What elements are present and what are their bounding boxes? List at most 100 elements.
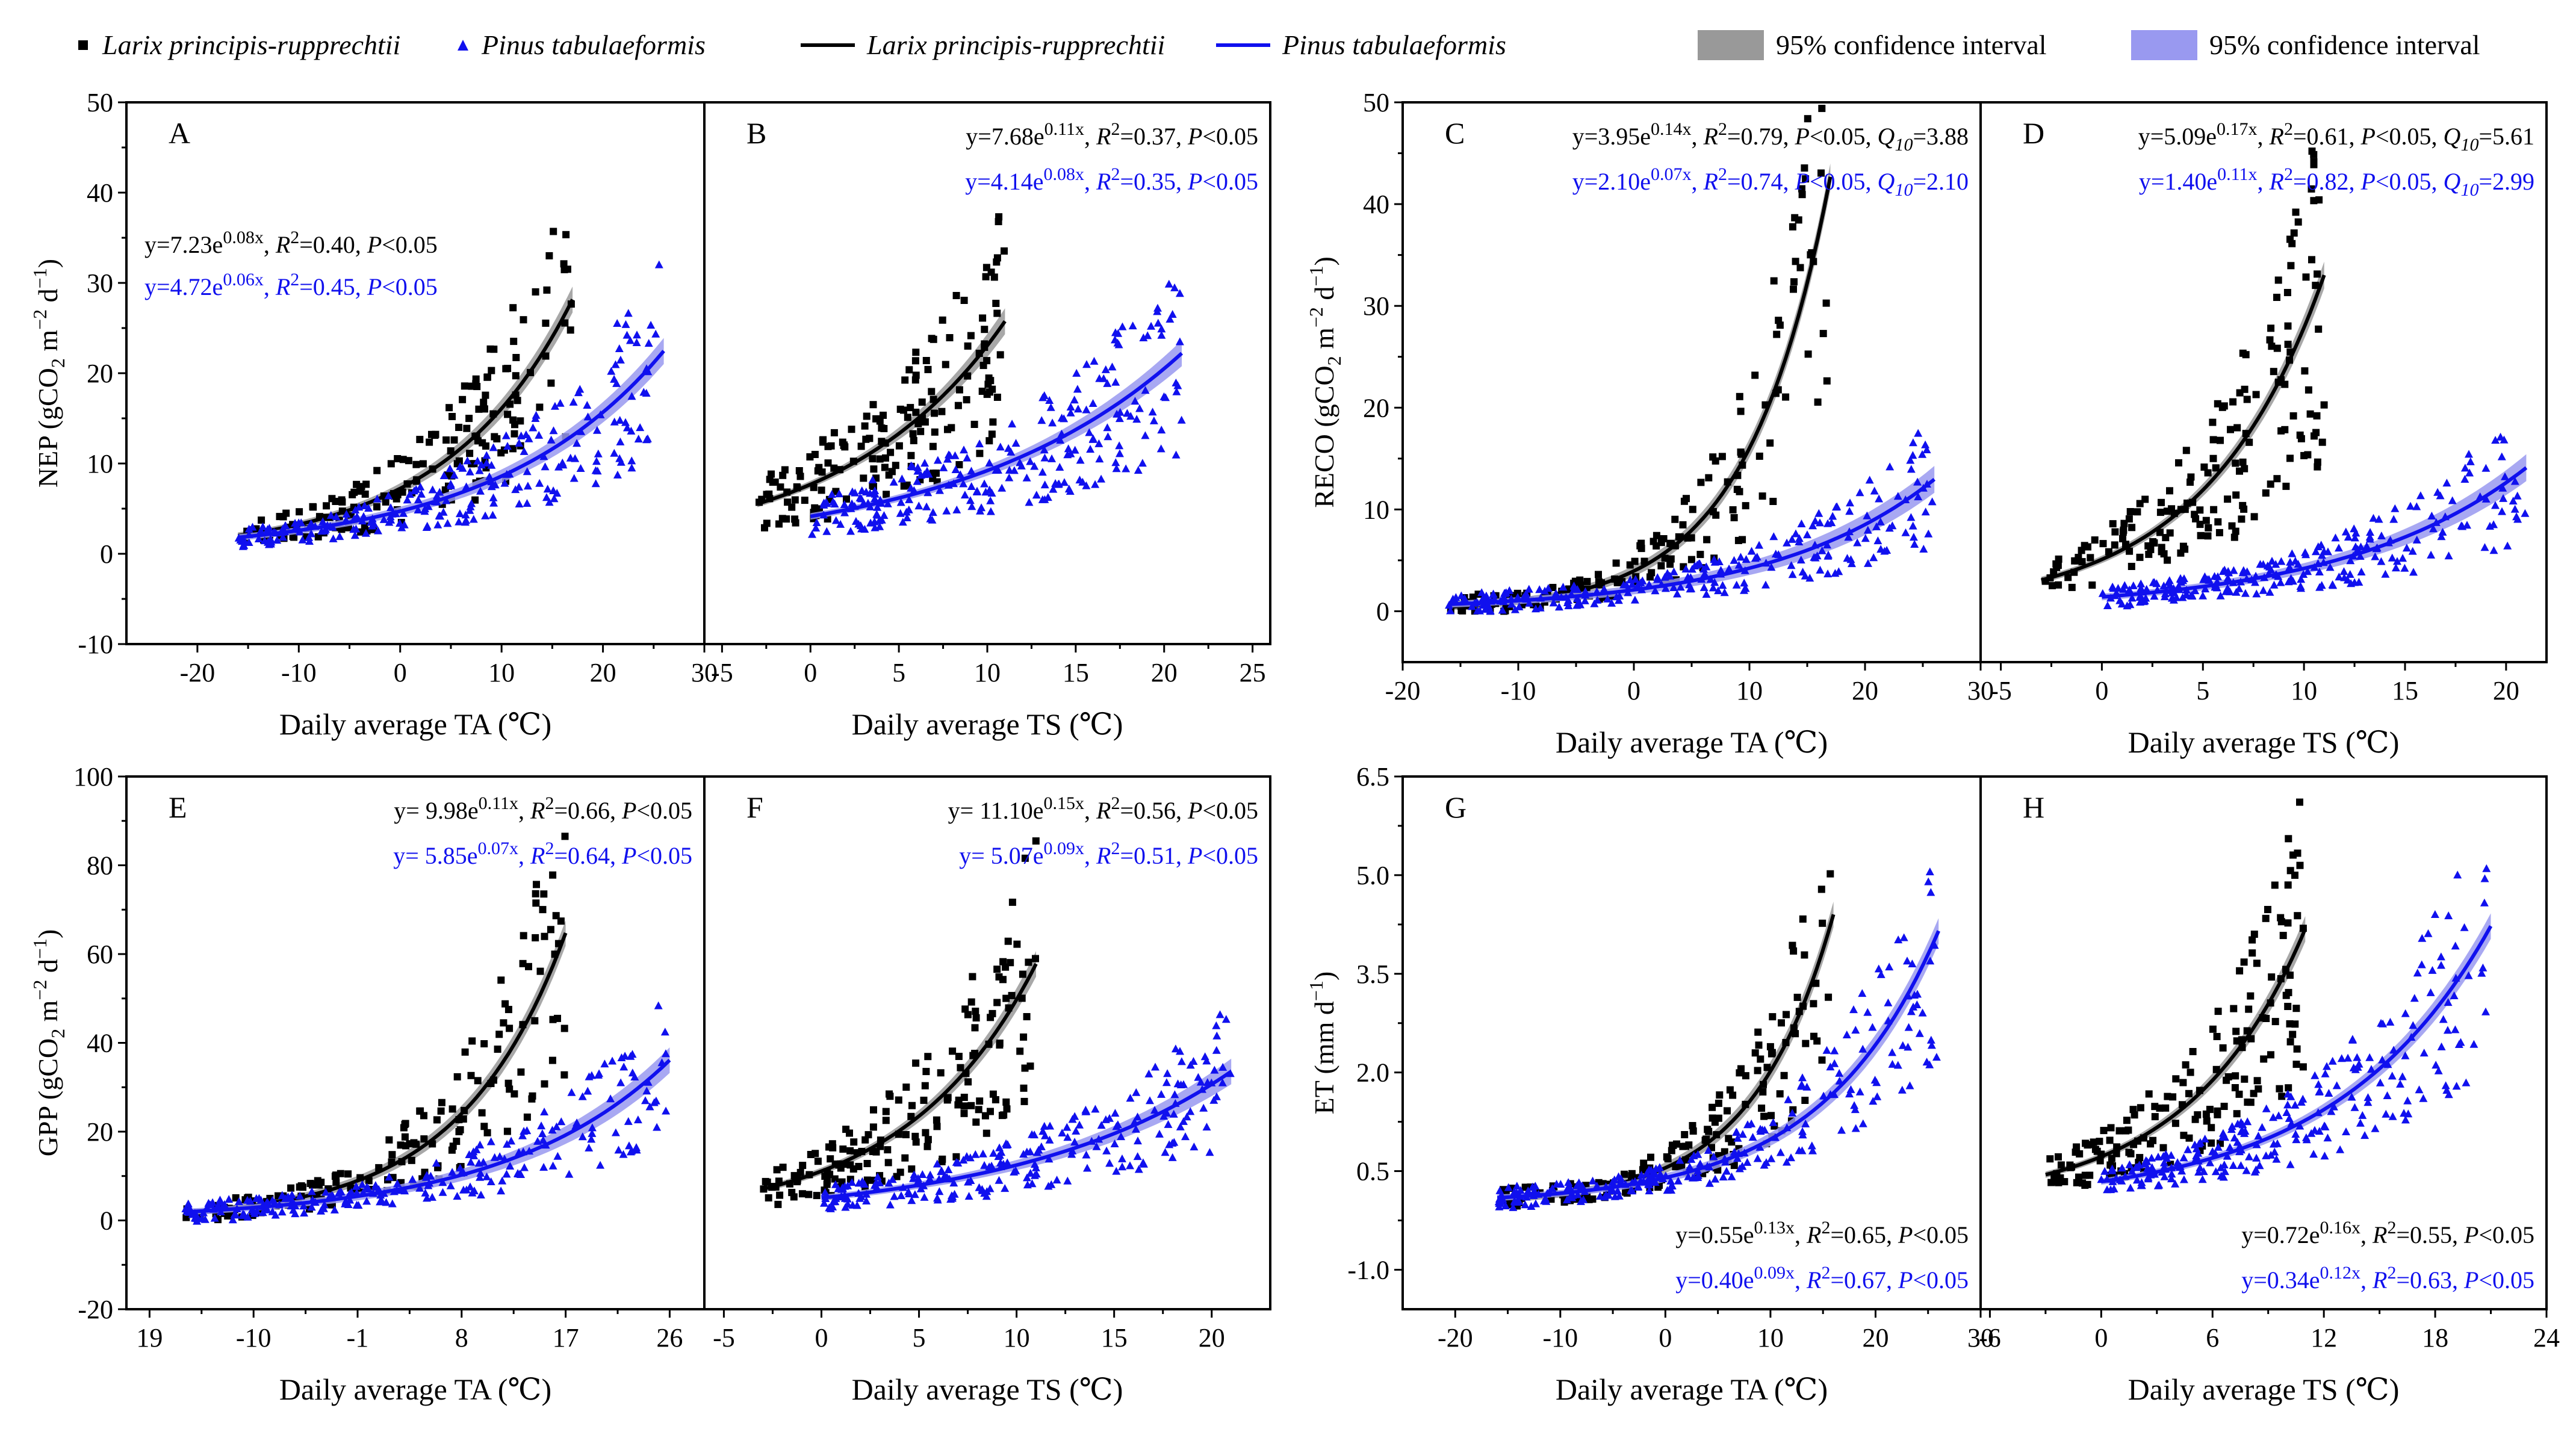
data-point: [298, 535, 307, 544]
data-point: [385, 518, 394, 526]
data-point: [600, 1059, 609, 1068]
data-point: [436, 512, 445, 520]
data-point: [2489, 546, 2498, 554]
data-point: [1790, 947, 1798, 955]
x-axis-label: Daily average TS (℃): [2128, 1372, 2400, 1406]
data-point: [2382, 1109, 2391, 1118]
data-point: [448, 1105, 456, 1113]
data-point: [472, 1145, 481, 1153]
data-point: [1495, 1186, 1504, 1194]
data-point: [2269, 1139, 2278, 1148]
data-point: [992, 1096, 999, 1103]
data-point: [2214, 1111, 2221, 1118]
data-point: [2297, 1097, 2306, 1106]
data-point: [1868, 1023, 1877, 1031]
data-point: [928, 508, 937, 516]
x-axis-label: Daily average TS (℃): [852, 1372, 1123, 1406]
data-point: [996, 442, 1005, 451]
data-point: [595, 1069, 604, 1077]
data-point: [1769, 498, 1777, 505]
data-point: [2262, 914, 2270, 922]
data-point: [2057, 1161, 2065, 1169]
data-point: [1646, 1165, 1656, 1174]
panel-letter: E: [169, 790, 187, 824]
data-point: [1810, 1032, 1817, 1040]
data-point: [2285, 1084, 2292, 1092]
data-point: [2208, 1139, 2215, 1147]
data-point: [960, 1102, 968, 1110]
legend-item: 95% confidence interval: [2131, 29, 2480, 60]
data-point: [539, 452, 548, 460]
data-point: [2147, 1153, 2156, 1162]
data-point: [326, 511, 335, 519]
data-point: [1610, 1192, 1619, 1200]
data-point: [2210, 506, 2218, 513]
data-point: [554, 462, 563, 471]
data-point: [2480, 874, 2489, 882]
data-point: [1865, 476, 1874, 484]
data-point: [2199, 1167, 2208, 1176]
data-point: [2304, 386, 2312, 394]
data-point: [547, 926, 554, 934]
data-point: [1046, 403, 1055, 411]
data-point: [478, 1109, 486, 1117]
data-point: [2294, 218, 2302, 226]
data-point: [1664, 1155, 1672, 1162]
data-point: [1628, 1186, 1637, 1195]
data-point: [910, 1190, 919, 1198]
data-point: [1634, 1183, 1642, 1191]
data-point: [587, 1135, 596, 1143]
data-point: [1118, 1154, 1126, 1162]
data-point: [1763, 1064, 1771, 1071]
data-point: [517, 1068, 525, 1076]
data-point: [2419, 1094, 2428, 1102]
data-point: [1817, 169, 1825, 177]
data-point: [384, 491, 393, 500]
data-point: [2450, 991, 2459, 999]
data-point: [2498, 483, 2507, 492]
data-point: [419, 460, 427, 468]
data-point: [1577, 581, 1584, 589]
data-point: [2320, 1121, 2329, 1130]
data-point: [860, 474, 867, 482]
data-point: [613, 470, 622, 479]
data-point: [1673, 1140, 1680, 1148]
fit-line: [2100, 925, 2493, 1183]
data-point: [1135, 404, 1144, 412]
data-point: [2084, 1180, 2091, 1188]
data-point: [854, 1179, 863, 1187]
data-point: [1041, 1131, 1049, 1139]
data-point: [2137, 585, 2146, 594]
data-point: [920, 1192, 929, 1201]
data-point: [852, 1201, 861, 1209]
data-point: [2142, 584, 2151, 593]
data-point: [468, 1188, 477, 1197]
data-point: [1114, 329, 1123, 337]
data-point: [1026, 457, 1035, 465]
data-point: [461, 1048, 469, 1056]
data-point: [949, 1179, 958, 1187]
data-point: [299, 1201, 308, 1210]
scatter-series: [181, 1001, 671, 1225]
data-point: [2159, 581, 2168, 590]
data-point: [2337, 1054, 2346, 1062]
data-point: [1601, 1190, 1610, 1198]
data-point: [2310, 161, 2318, 169]
data-point: [2191, 1115, 2199, 1123]
data-point: [1612, 592, 1621, 601]
data-point: [578, 1132, 587, 1141]
data-point: [529, 423, 538, 432]
data-point: [1710, 578, 1719, 586]
data-point: [503, 1139, 512, 1148]
data-point: [1850, 1101, 1859, 1109]
data-point: [824, 1177, 831, 1185]
data-point: [2273, 475, 2281, 483]
data-point: [1126, 1161, 1134, 1170]
data-point: [515, 439, 524, 447]
data-point: [886, 1093, 894, 1100]
data-point: [552, 1122, 561, 1130]
x-tick-label: 10: [2291, 676, 2317, 705]
data-point: [964, 1011, 972, 1018]
data-point: [2120, 581, 2129, 589]
data-point: [532, 899, 540, 907]
